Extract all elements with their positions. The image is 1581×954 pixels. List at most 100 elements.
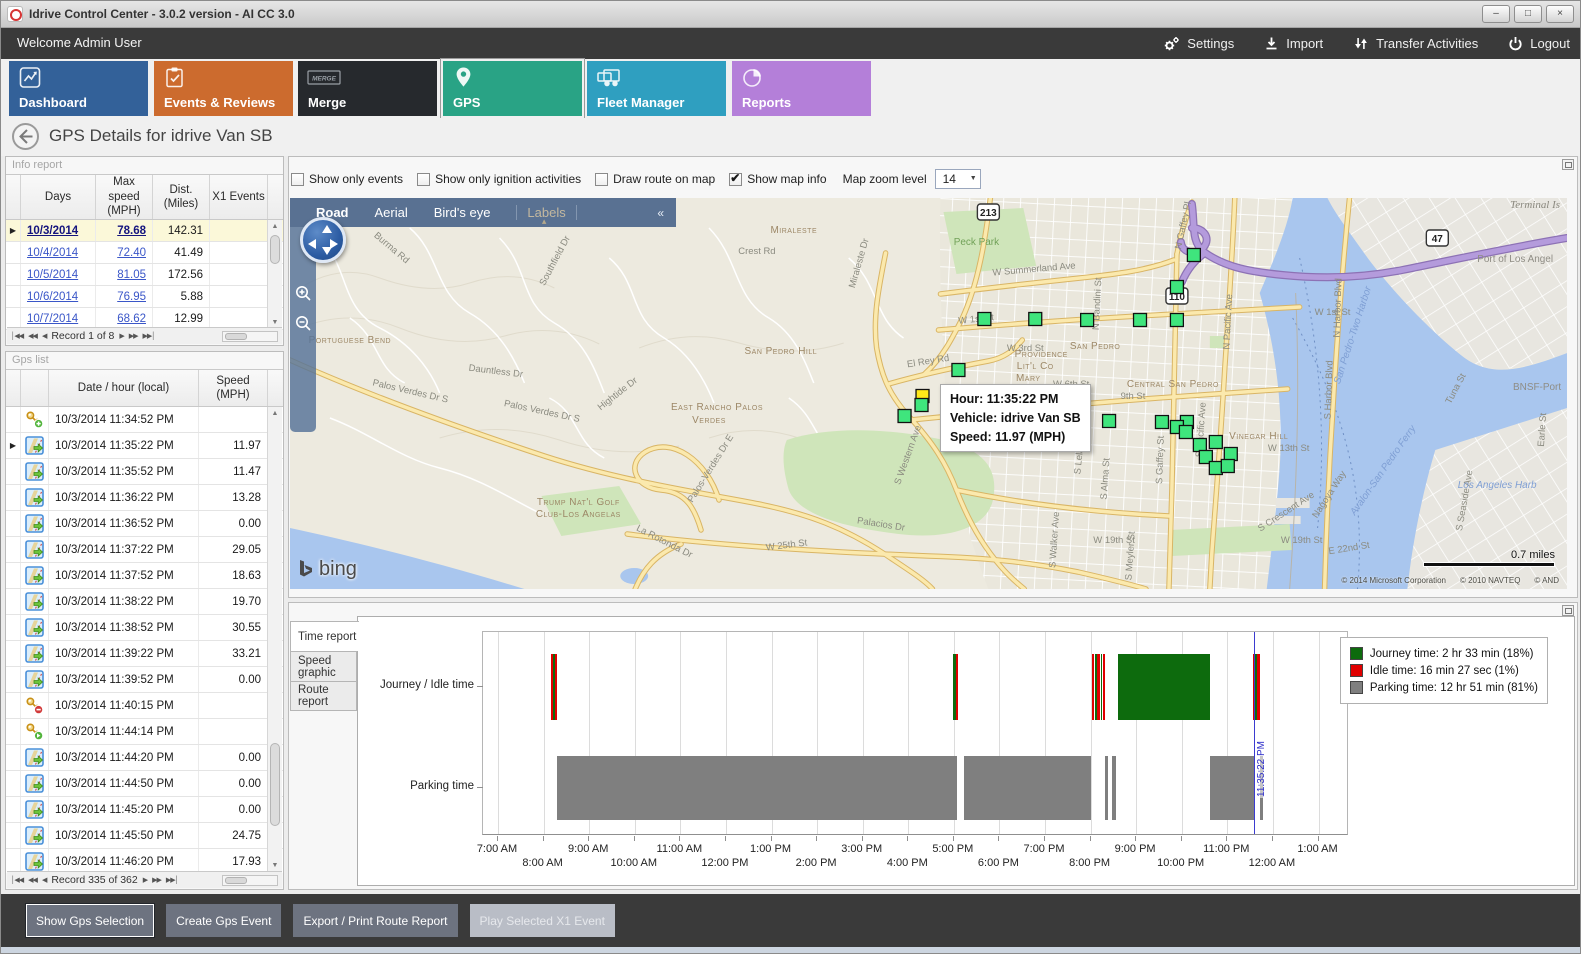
gps-row[interactable]: 10/3/2014 11:45:20 PM0.00 xyxy=(6,797,283,823)
cell-max-speed[interactable]: 78.68 xyxy=(96,220,153,241)
map-toolbar-collapse-icon[interactable]: « xyxy=(657,206,664,220)
pager-first-icon[interactable]: │◀◀ xyxy=(11,332,23,340)
gps-marker[interactable] xyxy=(915,399,928,412)
gps-row[interactable]: 10/3/2014 11:44:14 PM xyxy=(6,719,283,745)
map[interactable]: Burma RdCrest RdSouthfield DrMiraleste D… xyxy=(290,198,1567,589)
gps-row[interactable]: 10/3/2014 11:39:52 PM0.00 xyxy=(6,667,283,693)
checkbox-icon[interactable] xyxy=(729,173,742,186)
map-mode-labels[interactable]: Labels xyxy=(516,205,576,220)
pan-right-icon[interactable] xyxy=(330,239,338,249)
info-row[interactable]: 10/6/201476.955.88 xyxy=(6,286,283,308)
pan-left-icon[interactable] xyxy=(308,239,316,249)
cell-max-speed[interactable]: 72.40 xyxy=(96,242,153,263)
gps-marker[interactable] xyxy=(1155,416,1168,429)
gps-marker[interactable] xyxy=(1209,462,1222,475)
cell-max-speed[interactable]: 76.95 xyxy=(96,286,153,307)
create-gps-event-button[interactable]: Create Gps Event xyxy=(166,904,281,937)
gps-marker[interactable] xyxy=(1081,314,1094,327)
gps-marker[interactable] xyxy=(1170,314,1183,327)
gps-marker[interactable] xyxy=(1221,460,1234,473)
gps-marker[interactable] xyxy=(1209,436,1222,449)
cell-days[interactable]: 10/5/2014 xyxy=(21,264,96,285)
scroll-thumb[interactable] xyxy=(270,235,280,264)
info-report-pager[interactable]: │◀◀◀◀◀Record 1 of 8▶▶▶▶▶│ xyxy=(7,327,282,344)
transfer-button[interactable]: Transfer Activities xyxy=(1353,36,1478,51)
checkbox-draw-route-on-map[interactable]: Draw route on map xyxy=(595,172,715,186)
pager-first-icon[interactable]: │◀◀ xyxy=(11,876,23,884)
scroll-up-icon[interactable]: ▲ xyxy=(268,407,282,421)
cell-days[interactable]: 10/6/2014 xyxy=(21,286,96,307)
map-zoom-out-button[interactable] xyxy=(294,314,312,332)
tab-fleet[interactable]: Fleet Manager xyxy=(587,61,726,116)
tab-gps[interactable]: GPS xyxy=(443,61,582,116)
col-max[interactable]: Max speed (MPH) xyxy=(96,175,153,219)
info-report-scrollbar[interactable]: ▲▼ xyxy=(267,220,282,330)
map-zoom-in-button[interactable] xyxy=(294,284,312,302)
gps-row[interactable]: 10/3/2014 11:40:15 PM xyxy=(6,693,283,719)
export-print-route-report-button[interactable]: Export / Print Route Report xyxy=(293,904,457,937)
gps-row[interactable]: 10/3/2014 11:36:22 PM13.28 xyxy=(6,485,283,511)
info-row[interactable]: ▶10/3/201478.68142.31 xyxy=(6,220,283,242)
max-speed-link[interactable]: 78.68 xyxy=(117,225,146,237)
days-link[interactable]: 10/3/2014 xyxy=(27,225,78,237)
gps-marker[interactable] xyxy=(1103,415,1116,428)
chart-tab-route-report[interactable]: Route report xyxy=(290,681,357,711)
pager-prev-icon[interactable]: ◀ xyxy=(42,876,46,884)
gps-row[interactable]: ▶10/3/2014 11:35:22 PM11.97 xyxy=(6,433,283,459)
gps-marker[interactable] xyxy=(1187,249,1200,262)
gps-row[interactable]: 10/3/2014 11:38:22 PM19.70 xyxy=(6,589,283,615)
gps-row[interactable]: 10/3/2014 11:44:50 PM0.00 xyxy=(6,771,283,797)
checkbox-show-only-ignition-activities[interactable]: Show only ignition activities xyxy=(417,172,581,186)
pager-fast-prev-icon[interactable]: ◀◀ xyxy=(28,876,37,884)
info-row[interactable]: 10/4/201472.4041.49 xyxy=(6,242,283,264)
gps-marker[interactable] xyxy=(1193,439,1206,452)
pan-up-icon[interactable] xyxy=(322,225,332,233)
pager-next-icon[interactable]: ▶ xyxy=(119,332,123,340)
minimize-button[interactable]: – xyxy=(1482,5,1510,23)
close-button[interactable]: × xyxy=(1546,5,1574,23)
gps-row[interactable]: 10/3/2014 11:35:52 PM11.47 xyxy=(6,459,283,485)
checkbox-icon[interactable] xyxy=(595,173,608,186)
pager-next-icon[interactable]: ▶ xyxy=(143,876,147,884)
cell-max-speed[interactable]: 68.62 xyxy=(96,308,153,329)
col-speed[interactable]: Speed (MPH) xyxy=(199,370,268,406)
gps-marker[interactable] xyxy=(1134,314,1147,327)
days-link[interactable]: 10/7/2014 xyxy=(27,313,78,325)
cell-max-speed[interactable]: 81.05 xyxy=(96,264,153,285)
chart-tab-time-report[interactable]: Time report xyxy=(290,621,359,651)
pager-hscroll-thumb[interactable] xyxy=(225,333,247,340)
chart-tab-speed-graphic[interactable]: Speed graphic xyxy=(290,651,357,681)
gps-marker[interactable] xyxy=(898,410,911,423)
gps-marker[interactable] xyxy=(1224,448,1237,461)
max-speed-link[interactable]: 72.40 xyxy=(117,247,146,259)
back-button[interactable] xyxy=(12,123,39,150)
cell-days[interactable]: 10/3/2014 xyxy=(21,220,96,241)
pager-last-icon[interactable]: ▶▶│ xyxy=(143,332,155,340)
gps-row[interactable]: 10/3/2014 11:39:22 PM33.21 xyxy=(6,641,283,667)
settings-button[interactable]: Settings xyxy=(1163,36,1234,52)
map-mode-aerial[interactable]: Aerial xyxy=(375,205,408,220)
gps-row[interactable]: 10/3/2014 11:44:20 PM0.00 xyxy=(6,745,283,771)
import-button[interactable]: Import xyxy=(1264,36,1323,51)
col-x1-events[interactable]: X1 Events xyxy=(210,175,268,219)
info-row[interactable]: 10/5/201481.05172.56 xyxy=(6,264,283,286)
play-selected-x1-event-button[interactable]: Play Selected X1 Event xyxy=(470,904,615,937)
checkbox-show-only-events[interactable]: Show only events xyxy=(291,172,403,186)
gps-row[interactable]: 10/3/2014 11:36:52 PM0.00 xyxy=(6,511,283,537)
max-speed-link[interactable]: 68.62 xyxy=(117,313,146,325)
gps-marker[interactable] xyxy=(1029,313,1042,326)
map-pan-compass[interactable] xyxy=(300,217,346,263)
show-gps-selection-button[interactable]: Show Gps Selection xyxy=(26,904,154,937)
gps-list-scrollbar[interactable]: ▲▼ xyxy=(267,407,282,873)
gps-marker[interactable] xyxy=(1170,281,1183,294)
pager-hscroll-thumb[interactable] xyxy=(225,877,247,884)
tab-reports[interactable]: Reports xyxy=(732,61,871,116)
col-dist[interactable]: Dist. (Miles) xyxy=(153,175,210,219)
gps-row[interactable]: 10/3/2014 11:37:52 PM18.63 xyxy=(6,563,283,589)
gps-marker[interactable] xyxy=(952,364,965,377)
chart-panel-collapse-button[interactable] xyxy=(1562,605,1574,616)
days-link[interactable]: 10/5/2014 xyxy=(27,269,78,281)
max-speed-link[interactable]: 76.95 xyxy=(117,291,146,303)
pager-fast-next-icon[interactable]: ▶▶ xyxy=(129,332,138,340)
pager-fast-prev-icon[interactable]: ◀◀ xyxy=(28,332,37,340)
